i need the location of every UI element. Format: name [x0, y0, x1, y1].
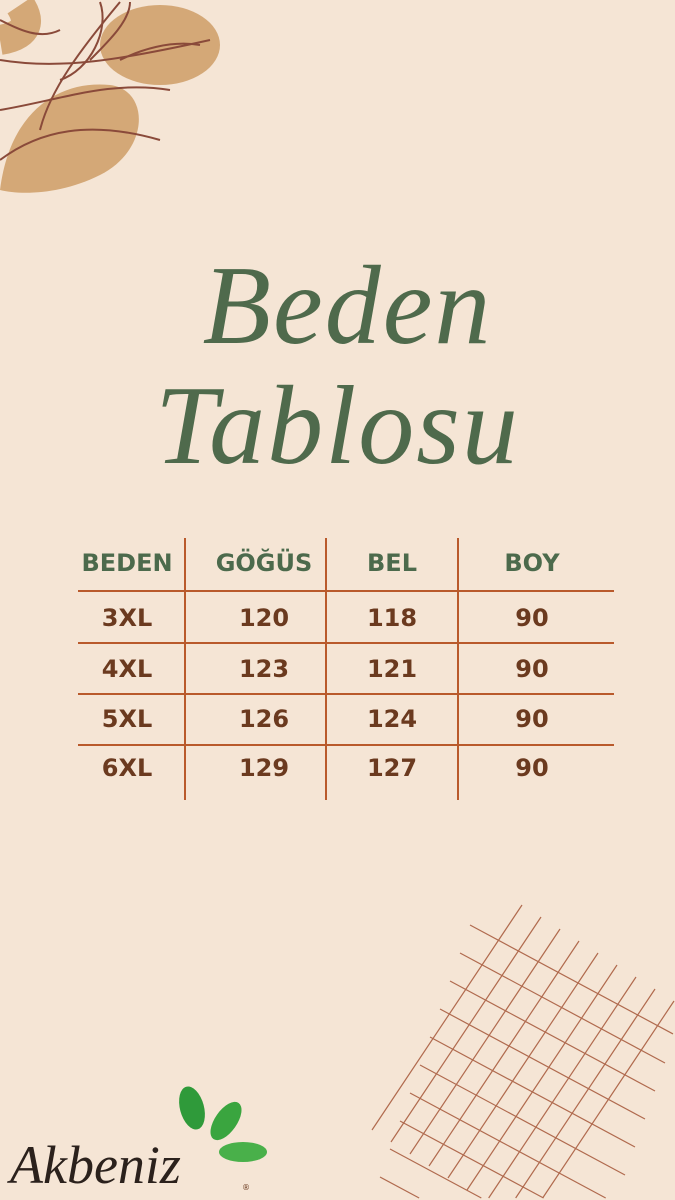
cell-beden: 3XL	[101, 604, 153, 632]
column-divider	[184, 538, 186, 800]
grid-line	[399, 1120, 544, 1199]
grid-line	[439, 1008, 646, 1120]
grid-line	[488, 976, 637, 1199]
cell-bel: 124	[366, 705, 418, 733]
grid-line	[379, 1176, 420, 1199]
header-beden: BEDEN	[81, 549, 173, 577]
cell-gogus: 120	[238, 604, 290, 632]
header-bel: BEL	[367, 549, 417, 577]
cell-boy: 90	[515, 604, 549, 632]
grid-line	[459, 952, 666, 1064]
cell-gogus: 129	[238, 754, 290, 782]
row-divider	[78, 693, 614, 695]
grid-line	[515, 988, 656, 1199]
cell-beden: 4XL	[101, 655, 153, 683]
cell-beden: 6XL	[101, 754, 153, 782]
grid-line	[429, 1036, 636, 1148]
header-gogus: GÖĞÜS	[215, 549, 313, 577]
grid-line	[449, 980, 656, 1092]
header-boy: BOY	[504, 549, 560, 577]
grid-line	[409, 1092, 606, 1199]
title-line-2: Tablosu	[155, 364, 520, 488]
cell-bel: 127	[366, 754, 418, 782]
grid-line	[409, 928, 561, 1155]
grid-line	[428, 940, 580, 1167]
column-divider	[457, 538, 459, 800]
cell-gogus: 126	[238, 705, 290, 733]
grid-line	[390, 916, 542, 1143]
cell-beden: 5XL	[101, 705, 153, 733]
leaf-icon	[179, 1086, 267, 1162]
grid-line	[469, 924, 674, 1035]
brand-logo: Akbeniz	[10, 1135, 181, 1195]
column-divider	[325, 538, 327, 800]
row-divider	[78, 744, 614, 746]
cell-boy: 90	[515, 754, 549, 782]
cell-bel: 121	[366, 655, 418, 683]
grid-line	[419, 1064, 626, 1176]
cell-boy: 90	[515, 655, 549, 683]
cell-gogus: 123	[238, 655, 290, 683]
registered-mark: ®	[242, 1183, 250, 1192]
row-divider	[78, 642, 614, 644]
grid-line	[466, 964, 618, 1191]
cell-boy: 90	[515, 705, 549, 733]
grid-line	[371, 904, 523, 1131]
title-line-1: Beden	[202, 244, 493, 368]
cell-bel: 118	[366, 604, 418, 632]
row-divider	[78, 590, 614, 592]
grid-pattern-icon	[371, 904, 675, 1199]
grid-line	[389, 1148, 482, 1199]
grid-line	[447, 952, 599, 1179]
